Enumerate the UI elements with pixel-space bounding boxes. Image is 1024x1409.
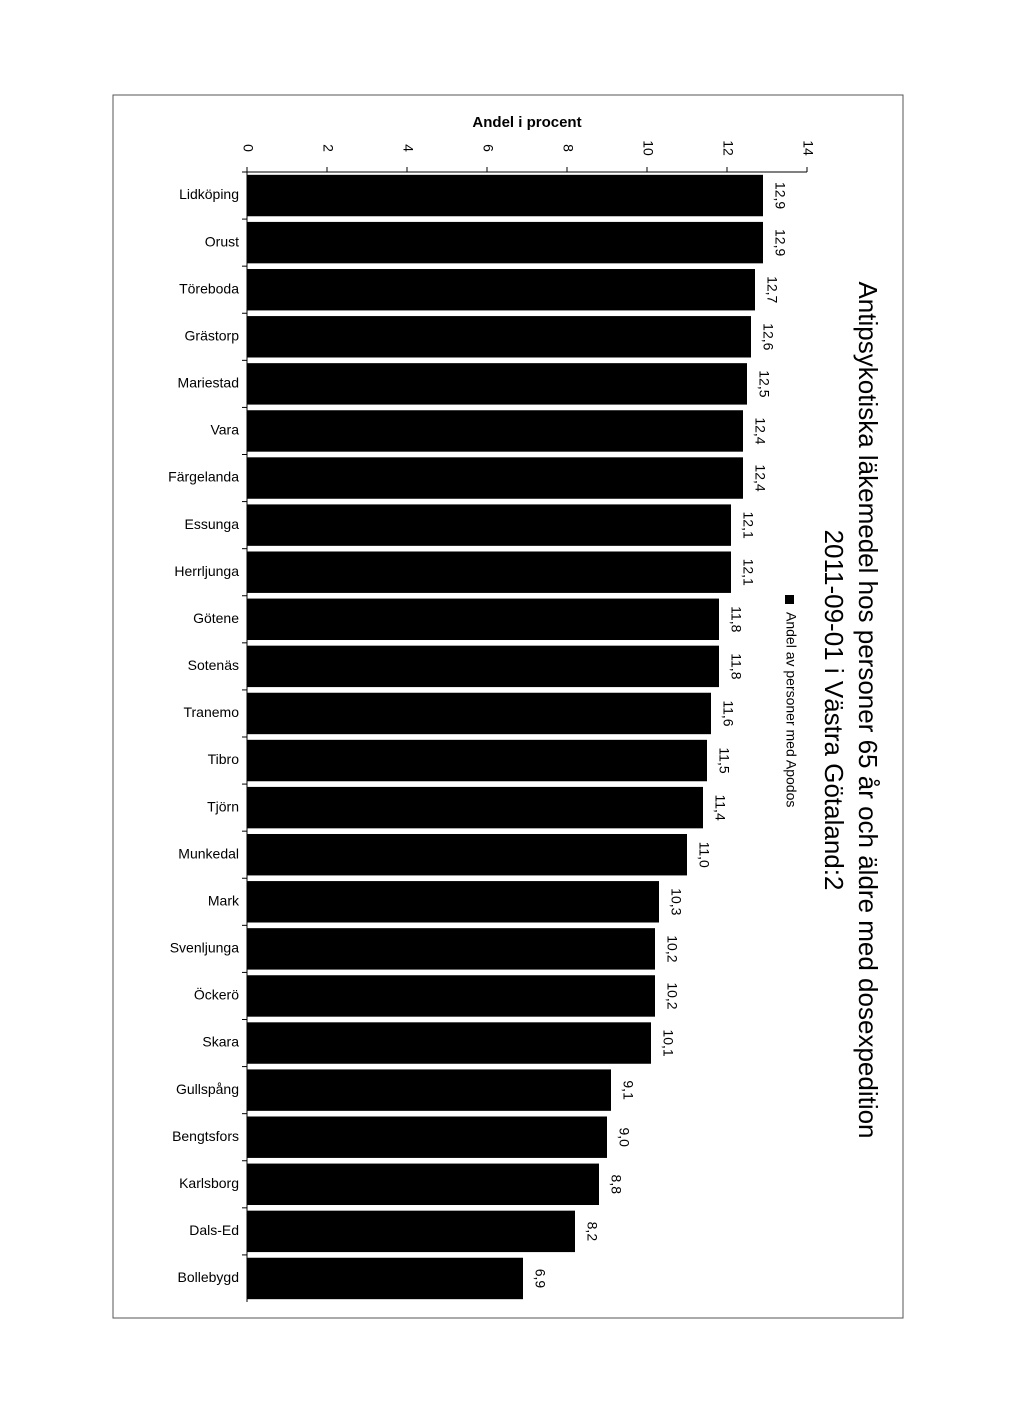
bar — [247, 551, 731, 593]
y-tick-label: Essunga — [185, 516, 240, 532]
bar — [247, 363, 747, 405]
y-tick-label: Mark — [208, 892, 240, 908]
y-tick-label: Munkedal — [178, 845, 239, 861]
y-tick-label: Töreboda — [179, 280, 239, 296]
y-tick-label: Grästorp — [185, 327, 240, 343]
bar — [247, 692, 711, 735]
x-tick-label: 12 — [720, 140, 736, 156]
bar — [247, 268, 755, 311]
bar — [247, 457, 743, 499]
y-tick-label: Bengtsfors — [172, 1128, 239, 1144]
bar — [247, 504, 731, 546]
chart-subtitle: 2011-09-01 i Västra Götaland:2 — [819, 530, 849, 891]
value-label: 12,9 — [772, 182, 788, 209]
chart-title: Antipsykotiska läkemedel hos personer 65… — [853, 281, 883, 1138]
y-tick-label: Svenljunga — [170, 940, 239, 956]
bar — [247, 1257, 523, 1300]
y-tick-label: Vara — [210, 422, 239, 438]
bar — [247, 833, 687, 876]
value-label: 10,2 — [664, 982, 680, 1009]
y-tick-label: Mariestad — [178, 375, 239, 391]
value-label: 8,8 — [608, 1175, 624, 1195]
y-tick-label: Skara — [202, 1034, 239, 1050]
x-tick-label: 8 — [560, 144, 576, 152]
value-label: 12,1 — [740, 512, 756, 539]
value-label: 12,9 — [772, 229, 788, 256]
value-label: 11,5 — [716, 747, 732, 773]
value-label: 10,1 — [660, 1029, 676, 1056]
x-tick-label: 6 — [480, 144, 496, 152]
bar — [247, 410, 743, 452]
legend-label: Andel av personer med Apodos — [783, 612, 799, 807]
bar — [247, 221, 763, 264]
value-label: 12,1 — [740, 559, 756, 586]
y-tick-label: Gullspång — [176, 1081, 239, 1097]
value-label: 10,3 — [668, 888, 684, 915]
frame — [112, 94, 904, 1319]
bar — [247, 1163, 599, 1206]
bar — [247, 645, 719, 688]
bar — [247, 881, 659, 923]
y-tick-label: Lidköping — [179, 186, 239, 202]
bar — [247, 1116, 607, 1158]
bar — [247, 598, 719, 641]
value-label: 11,0 — [696, 842, 712, 868]
value-label: 11,8 — [728, 606, 744, 632]
value-label: 6,9 — [532, 1269, 548, 1289]
y-tick-label: Dals-Ed — [189, 1222, 239, 1238]
x-tick-label: 0 — [240, 144, 256, 152]
bar — [247, 786, 703, 829]
y-tick-label: Öckerö — [194, 986, 239, 1003]
value-label: 12,5 — [756, 370, 772, 397]
bar — [247, 1210, 575, 1253]
value-label: 12,4 — [752, 464, 768, 491]
value-label: 11,4 — [712, 795, 728, 821]
value-label: 11,8 — [728, 653, 744, 679]
bar — [247, 174, 763, 217]
value-label: 12,4 — [752, 417, 768, 444]
legend-swatch — [785, 595, 794, 604]
y-tick-label: Tranemo — [183, 704, 239, 720]
bar — [247, 1022, 651, 1064]
value-label: 10,2 — [664, 935, 680, 962]
y-tick-label: Bollebygd — [178, 1269, 240, 1285]
value-label: 12,6 — [760, 323, 776, 350]
y-tick-label: Götene — [193, 610, 239, 626]
value-label: 12,7 — [764, 276, 780, 303]
value-label: 9,0 — [616, 1127, 632, 1147]
y-tick-label: Tibro — [208, 751, 240, 767]
value-label: 9,1 — [620, 1080, 636, 1100]
y-tick-label: Sotenäs — [188, 657, 239, 673]
axis-title: Andel i procent — [472, 114, 581, 131]
x-tick-label: 4 — [400, 144, 416, 152]
bar — [247, 975, 655, 1017]
bar — [247, 1069, 611, 1111]
bar — [247, 928, 655, 970]
y-tick-label: Tjörn — [207, 798, 239, 814]
bar — [247, 739, 707, 782]
y-tick-label: Herrljunga — [174, 563, 239, 579]
bar — [247, 316, 751, 358]
x-tick-label: 10 — [640, 140, 656, 156]
y-tick-label: Färgelanda — [168, 469, 239, 485]
x-tick-label: 2 — [320, 144, 336, 152]
y-tick-label: Karlsborg — [179, 1175, 239, 1191]
value-label: 8,2 — [584, 1222, 600, 1242]
x-tick-label: 14 — [800, 140, 816, 156]
y-tick-label: Orust — [205, 233, 239, 249]
value-label: 11,6 — [720, 700, 736, 726]
